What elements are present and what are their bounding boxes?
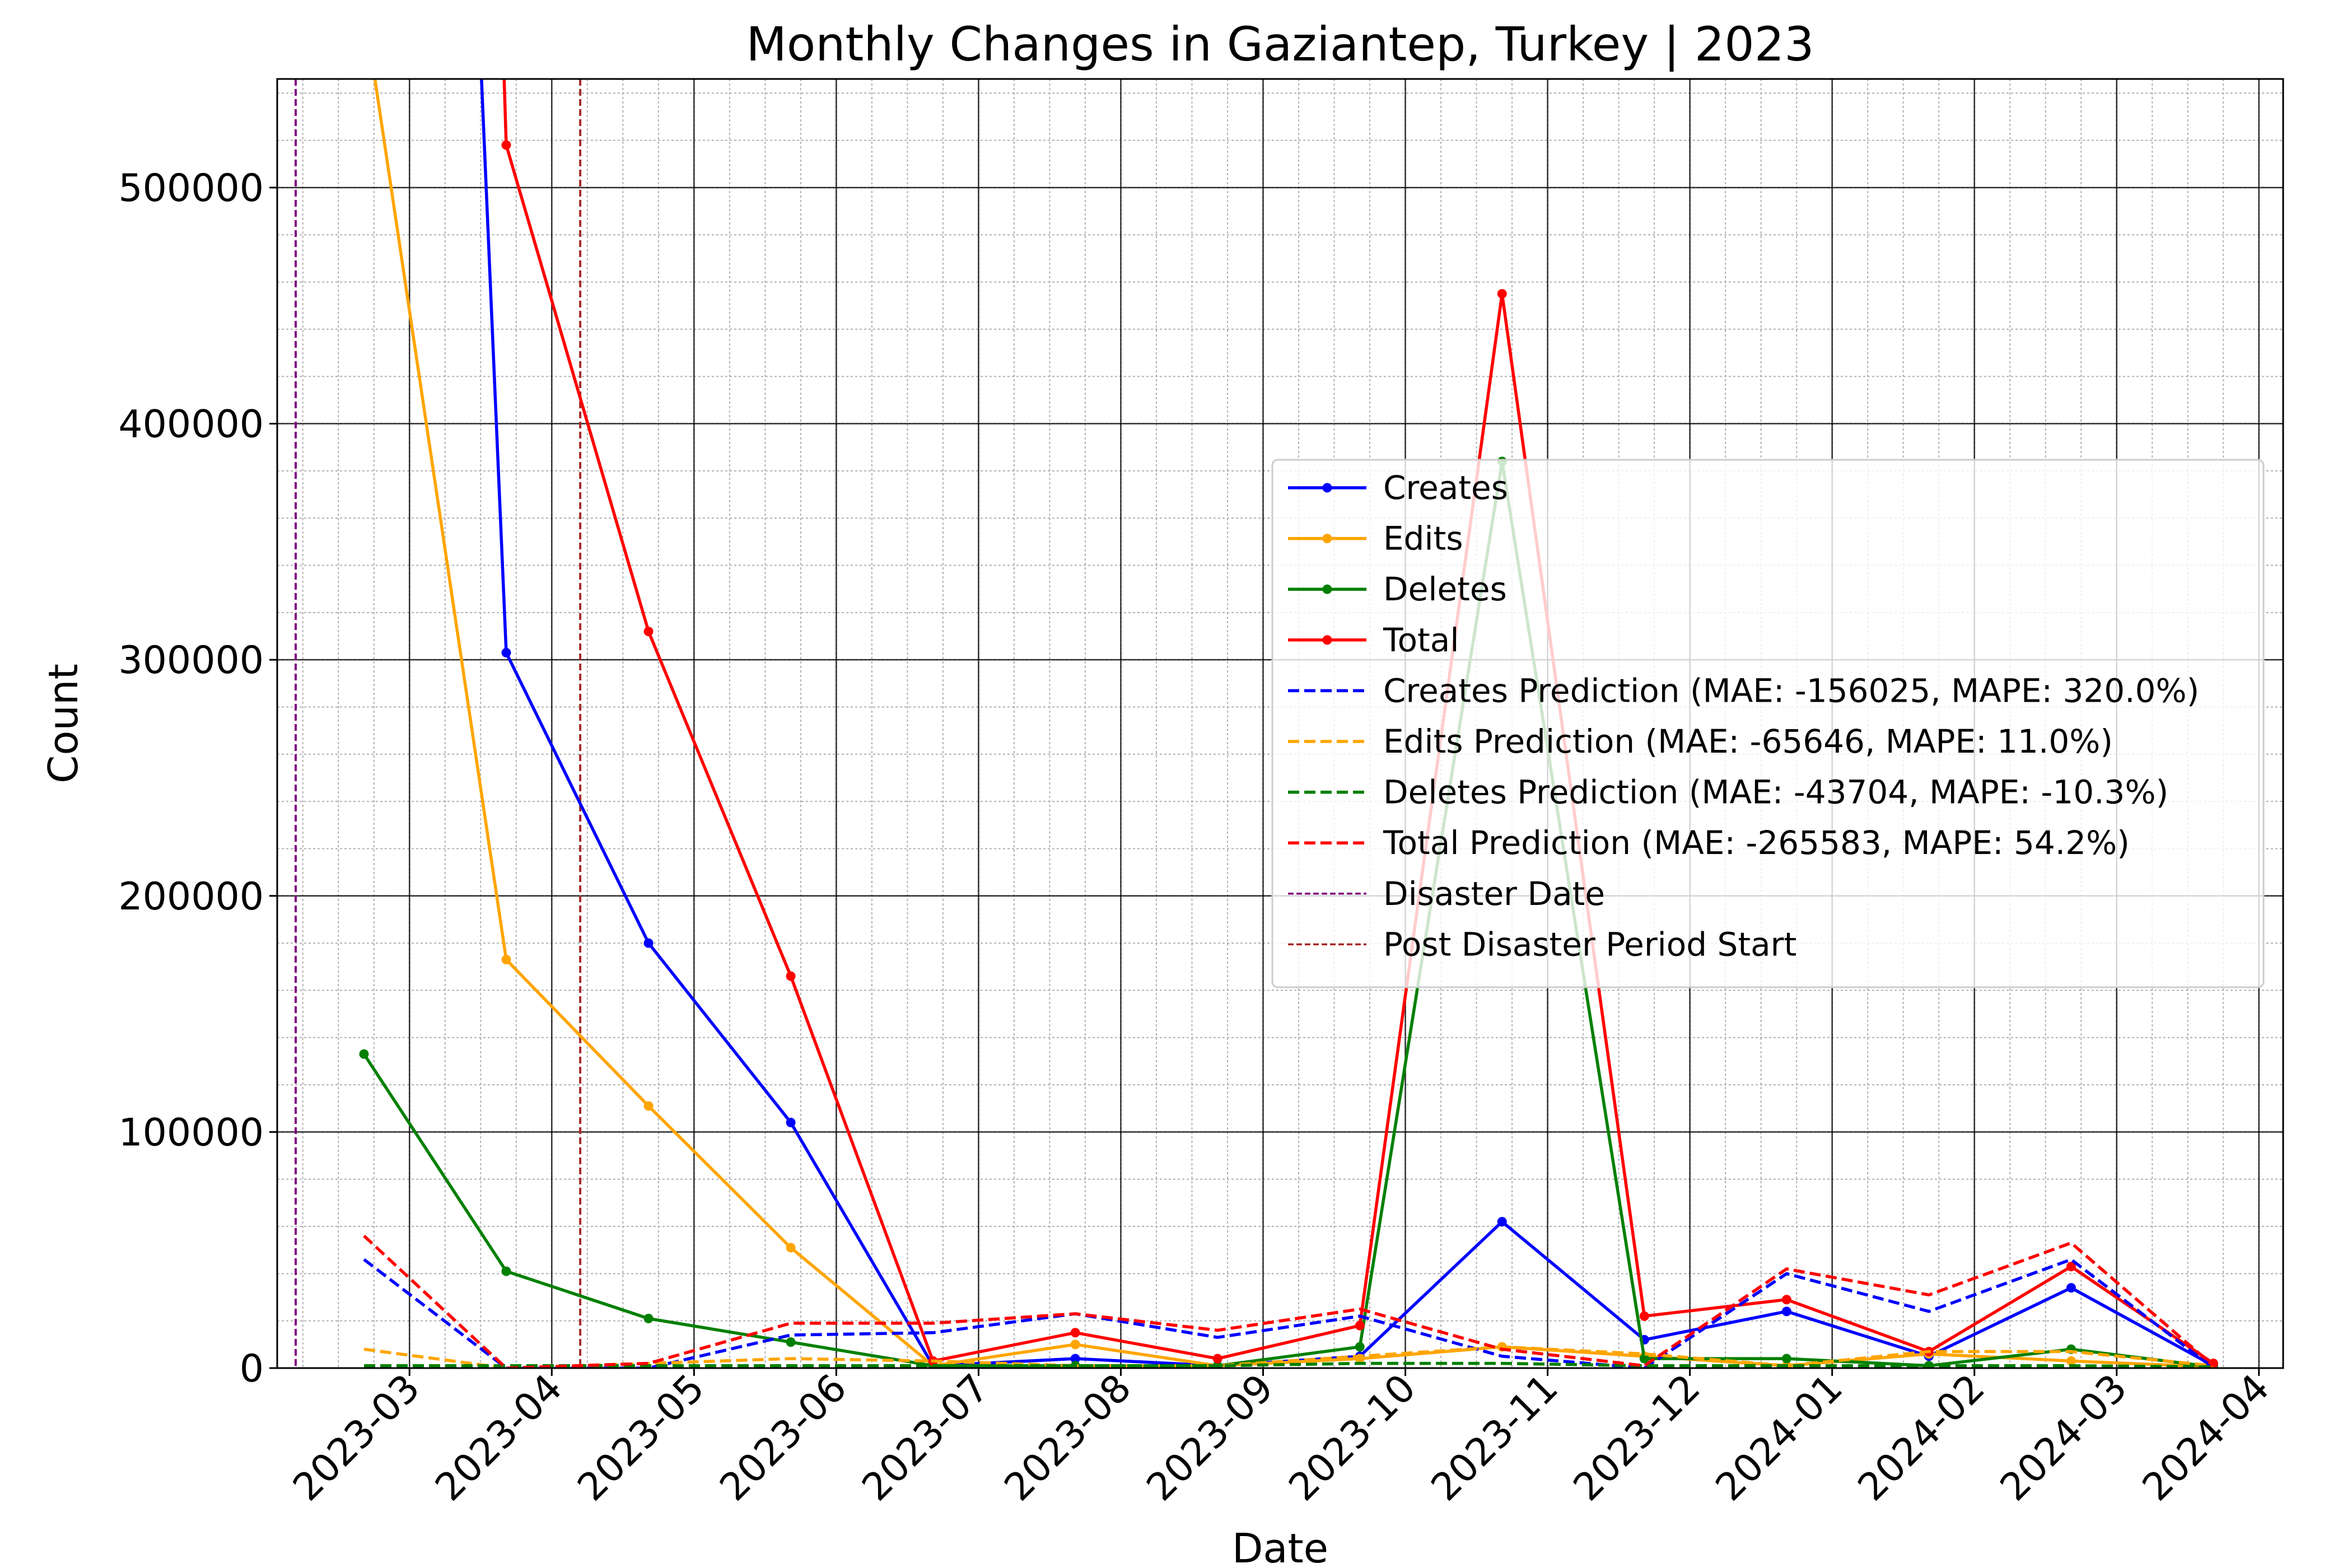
data-point (1070, 1354, 1080, 1364)
legend-label: Disaster Date (1383, 875, 1605, 913)
series-line (363, 1345, 2214, 1368)
data-point (2066, 1283, 2076, 1293)
legend-label: Creates (1383, 469, 1508, 507)
data-point (1639, 1311, 1649, 1321)
series-line (363, 1234, 2215, 1368)
data-point (1497, 1217, 1507, 1227)
data-point (501, 648, 511, 658)
y-tick-label: 400000 (118, 403, 264, 447)
data-point (1781, 1306, 1791, 1317)
y-tick-label: 500000 (118, 166, 264, 211)
data-point (1355, 1342, 1365, 1352)
legend-label: Total Prediction (MAE: -265583, MAPE: 54… (1383, 824, 2130, 862)
series-line (502, 79, 2215, 1365)
series-line (362, 460, 2214, 1368)
legend-marker (1322, 483, 1332, 493)
legend-label: Edits (1383, 520, 1463, 558)
data-point (501, 140, 511, 150)
y-axis-label: Count (40, 664, 87, 783)
legend-label: Post Disaster Period Start (1383, 925, 1796, 963)
data-point (1070, 1328, 1080, 1338)
x-axis-label: Date (1232, 1525, 1328, 1568)
data-point (2066, 1262, 2076, 1272)
data-point (1070, 1340, 1080, 1350)
y-tick-label: 0 (240, 1347, 264, 1391)
data-point (1212, 1354, 1222, 1364)
data-point (501, 1266, 511, 1276)
data-point (643, 1101, 654, 1111)
legend-label: Creates Prediction (MAE: -156025, MAPE: … (1383, 671, 2199, 710)
data-point (1781, 1295, 1791, 1305)
legend-marker (1322, 534, 1332, 544)
data-point (1639, 1354, 1649, 1364)
legend-marker (1322, 584, 1332, 594)
data-point (786, 1243, 796, 1253)
legend-label: Total (1383, 621, 1459, 659)
data-point (501, 955, 511, 965)
plot-frame (276, 78, 2284, 1369)
legend-label: Edits Prediction (MAE: -65646, MAPE: 11.… (1383, 722, 2113, 760)
legend-label: Deletes Prediction (MAE: -43704, MAPE: -… (1383, 773, 2168, 811)
data-point (1781, 1354, 1791, 1364)
data-point (1497, 289, 1507, 299)
data-point (359, 1049, 369, 1059)
data-point (643, 938, 654, 948)
legend-label: Deletes (1383, 570, 1507, 608)
data-point (643, 1313, 654, 1323)
y-tick-label: 200000 (118, 875, 264, 919)
data-point (2066, 1356, 2076, 1366)
legend-box (1271, 459, 2265, 988)
y-tick-label: 100000 (118, 1110, 264, 1155)
legend: Creates Edits Deletes Total Creates Predicti… (1271, 459, 2265, 988)
data-point (1355, 1320, 1365, 1331)
data-point (786, 1337, 796, 1347)
data-point (643, 627, 654, 637)
legend-marker (1322, 635, 1332, 645)
chart-title: Monthly Changes in Gaziantep, Turkey | 2… (746, 17, 1814, 72)
data-point (786, 1118, 796, 1128)
data-point (786, 971, 796, 981)
y-tick-label: 300000 (118, 638, 264, 683)
plot-area (295, 79, 2219, 1368)
